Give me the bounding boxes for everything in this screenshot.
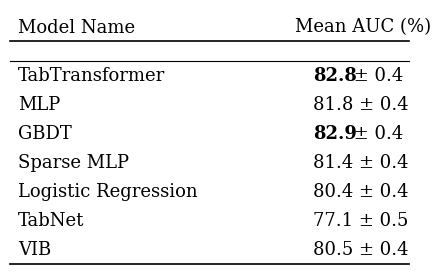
Text: ± 0.4: ± 0.4 bbox=[348, 125, 404, 143]
Text: Logistic Regression: Logistic Regression bbox=[18, 183, 198, 201]
Text: Sparse MLP: Sparse MLP bbox=[18, 154, 129, 172]
Text: 82.8: 82.8 bbox=[313, 68, 357, 85]
Text: 80.5 ± 0.4: 80.5 ± 0.4 bbox=[313, 241, 409, 259]
Text: TabNet: TabNet bbox=[18, 212, 84, 230]
Text: Model Name: Model Name bbox=[18, 19, 135, 36]
Text: GBDT: GBDT bbox=[18, 125, 72, 143]
Text: 81.4 ± 0.4: 81.4 ± 0.4 bbox=[313, 154, 409, 172]
Text: ± 0.4: ± 0.4 bbox=[348, 68, 404, 85]
Text: MLP: MLP bbox=[18, 96, 60, 114]
Text: Mean AUC (%): Mean AUC (%) bbox=[295, 19, 431, 36]
Text: 82.9: 82.9 bbox=[313, 125, 357, 143]
Text: 80.4 ± 0.4: 80.4 ± 0.4 bbox=[313, 183, 409, 201]
Text: 77.1 ± 0.5: 77.1 ± 0.5 bbox=[313, 212, 408, 230]
Text: TabTransformer: TabTransformer bbox=[18, 68, 165, 85]
Text: 81.8 ± 0.4: 81.8 ± 0.4 bbox=[313, 96, 409, 114]
Text: VIB: VIB bbox=[18, 241, 51, 259]
